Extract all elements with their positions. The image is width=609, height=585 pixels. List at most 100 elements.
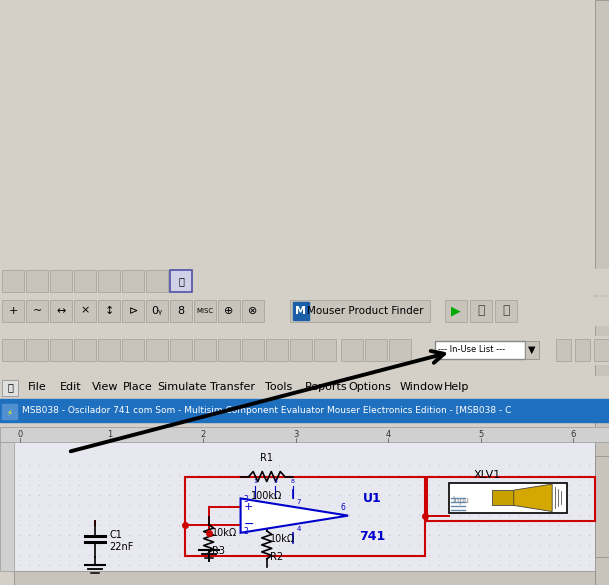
Text: 5: 5 (273, 480, 277, 484)
Bar (594, 339, 609, 361)
Bar (194, 300, 216, 322)
Text: R2: R2 (270, 552, 283, 562)
Bar (525, 341, 539, 359)
Bar (50, 300, 72, 322)
Text: ×: × (80, 306, 90, 316)
Text: 7: 7 (297, 500, 301, 505)
Text: 22nF: 22nF (110, 542, 134, 552)
Text: 6: 6 (340, 503, 345, 512)
Text: File: File (28, 381, 47, 392)
Text: M: M (295, 306, 306, 316)
Bar (194, 339, 216, 361)
Bar (0, 442, 14, 571)
Bar (74, 300, 96, 322)
Text: ▼: ▼ (528, 345, 536, 355)
Bar (0, 336, 609, 364)
Text: MISC: MISC (197, 308, 214, 314)
Bar (146, 270, 168, 292)
Text: 2: 2 (200, 430, 206, 439)
Bar (26, 300, 48, 322)
Text: 10kΩ: 10kΩ (270, 534, 295, 544)
Bar (595, 0, 609, 585)
Bar (14, 442, 595, 571)
Text: ↕: ↕ (104, 306, 114, 316)
Text: R3: R3 (212, 546, 225, 556)
Bar (595, 456, 609, 557)
Bar (218, 339, 240, 361)
Bar (470, 300, 492, 322)
Bar (495, 300, 517, 322)
Bar (122, 300, 144, 322)
Bar (50, 270, 72, 292)
Text: ⊕: ⊕ (224, 306, 234, 316)
Bar (341, 339, 363, 361)
Text: 8: 8 (291, 480, 295, 484)
Bar (2, 270, 24, 292)
Bar (170, 339, 192, 361)
Text: 4: 4 (297, 526, 301, 532)
Bar (389, 339, 411, 361)
Text: ⊳: ⊳ (128, 306, 138, 316)
Bar (445, 300, 467, 322)
Text: Window: Window (400, 381, 444, 392)
Text: 3: 3 (294, 430, 298, 439)
Text: Edit: Edit (60, 381, 82, 392)
Bar (435, 341, 525, 359)
Text: 100kΩ: 100kΩ (251, 491, 283, 501)
Bar (26, 270, 48, 292)
Text: +: + (244, 502, 253, 512)
Text: ⏹: ⏹ (502, 304, 510, 317)
Text: Inpu: Inpu (452, 496, 470, 505)
Bar (146, 339, 168, 361)
Text: ↔: ↔ (56, 306, 66, 316)
Bar (122, 270, 144, 292)
Text: 📋: 📋 (7, 381, 13, 392)
Text: 5: 5 (479, 430, 484, 439)
Text: ⏸: ⏸ (477, 304, 485, 317)
Bar (0, 376, 609, 398)
Bar (426, 477, 595, 521)
Text: Simulate: Simulate (157, 381, 206, 392)
Text: Help: Help (444, 381, 470, 392)
Text: ▶: ▶ (451, 304, 461, 317)
Text: Place: Place (123, 381, 153, 392)
Bar (2, 300, 24, 322)
Bar (365, 339, 387, 361)
Bar (0, 399, 609, 422)
Bar (266, 339, 288, 361)
Text: XLV1: XLV1 (474, 470, 501, 480)
Bar (242, 339, 264, 361)
Bar (98, 339, 120, 361)
Text: +: + (9, 306, 18, 316)
Text: 2: 2 (244, 527, 248, 536)
Bar (0, 269, 609, 294)
Bar (26, 339, 48, 361)
Bar (14, 571, 595, 585)
Bar (74, 270, 96, 292)
Text: MSB038 - Oscilador 741 com Som - Multisim Component Evaluator Mouser Electronics: MSB038 - Oscilador 741 com Som - Multisi… (22, 406, 512, 415)
Text: 8: 8 (177, 306, 185, 316)
Text: Transfer: Transfer (210, 381, 255, 392)
Text: R1: R1 (260, 453, 273, 463)
Bar (2, 404, 17, 419)
Text: ⊗: ⊗ (248, 306, 258, 316)
Bar (556, 339, 571, 361)
Text: 741: 741 (359, 530, 385, 543)
Text: 10kΩ: 10kΩ (212, 528, 237, 538)
Text: ~: ~ (32, 306, 41, 316)
Bar (98, 300, 120, 322)
Bar (122, 339, 144, 361)
Text: --- In-Use List ---: --- In-Use List --- (438, 345, 505, 355)
Text: Tools: Tools (265, 381, 292, 392)
Text: View: View (92, 381, 119, 392)
Text: U1: U1 (363, 492, 382, 505)
Text: −: − (244, 518, 254, 531)
Bar (218, 300, 240, 322)
Bar (293, 302, 309, 319)
Bar (170, 300, 192, 322)
Bar (2, 339, 24, 361)
Text: 0: 0 (18, 430, 23, 439)
Bar (575, 339, 590, 361)
Text: C1: C1 (110, 529, 122, 539)
Text: 3: 3 (244, 495, 248, 504)
